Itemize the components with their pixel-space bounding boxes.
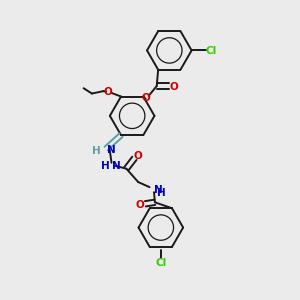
Text: O: O xyxy=(103,87,112,97)
Text: O: O xyxy=(133,151,142,161)
Text: N: N xyxy=(112,161,121,171)
Text: H: H xyxy=(92,146,101,156)
Text: H: H xyxy=(157,188,166,198)
Text: Cl: Cl xyxy=(206,46,217,56)
Text: Cl: Cl xyxy=(155,258,166,268)
Text: N: N xyxy=(154,185,163,195)
Text: N: N xyxy=(107,145,116,155)
Text: O: O xyxy=(136,200,144,210)
Text: O: O xyxy=(169,82,178,92)
Text: O: O xyxy=(141,93,150,103)
Text: H: H xyxy=(101,161,110,171)
